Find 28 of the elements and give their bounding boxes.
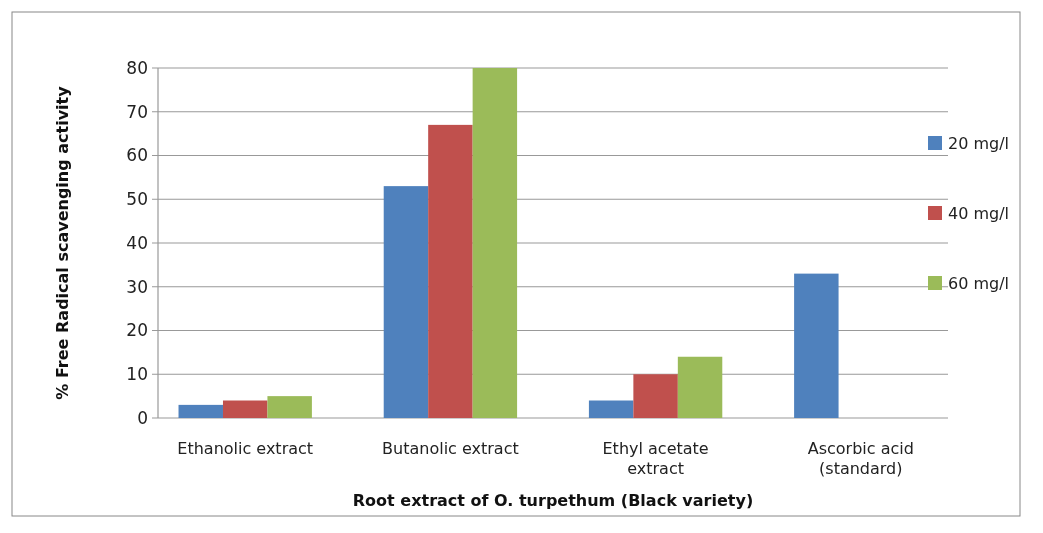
x-axis-title: Root extract of O. turpethum (Black variety): [352, 491, 754, 510]
y-tick-label: 20: [126, 320, 148, 341]
y-tick-label: 50: [126, 189, 148, 210]
bar: [794, 273, 839, 418]
x-tick-label: Ascorbic acid (standard): [807, 439, 914, 478]
legend-label: 40 mg/l: [948, 203, 1010, 223]
legend-label: 20 mg/l: [948, 133, 1010, 153]
bar: [222, 400, 268, 418]
bar: [472, 68, 518, 418]
bar: [383, 186, 429, 418]
bar: [588, 400, 634, 418]
y-tick-label: 70: [126, 101, 148, 122]
legend-label: 60 mg/l: [948, 273, 1010, 293]
bar: [267, 396, 312, 418]
y-tick-label: 0: [137, 407, 148, 428]
y-axis-title: % Free Radical scavenging activity: [53, 85, 72, 400]
bar: [178, 404, 223, 418]
y-tick-label: 40: [126, 232, 148, 253]
y-tick-label: 10: [126, 364, 148, 385]
x-tick-label: Ethanolic extract: [177, 439, 314, 458]
bar: [633, 374, 678, 418]
y-tick-label: 30: [126, 276, 148, 297]
bar: [677, 356, 723, 418]
x-tick-label: Ethyl acetate extract: [602, 439, 709, 478]
bar: [428, 124, 473, 418]
x-tick-label: Butanolic extract: [382, 439, 519, 458]
y-tick-label: 60: [126, 145, 148, 166]
y-tick-label: 80: [126, 57, 148, 78]
